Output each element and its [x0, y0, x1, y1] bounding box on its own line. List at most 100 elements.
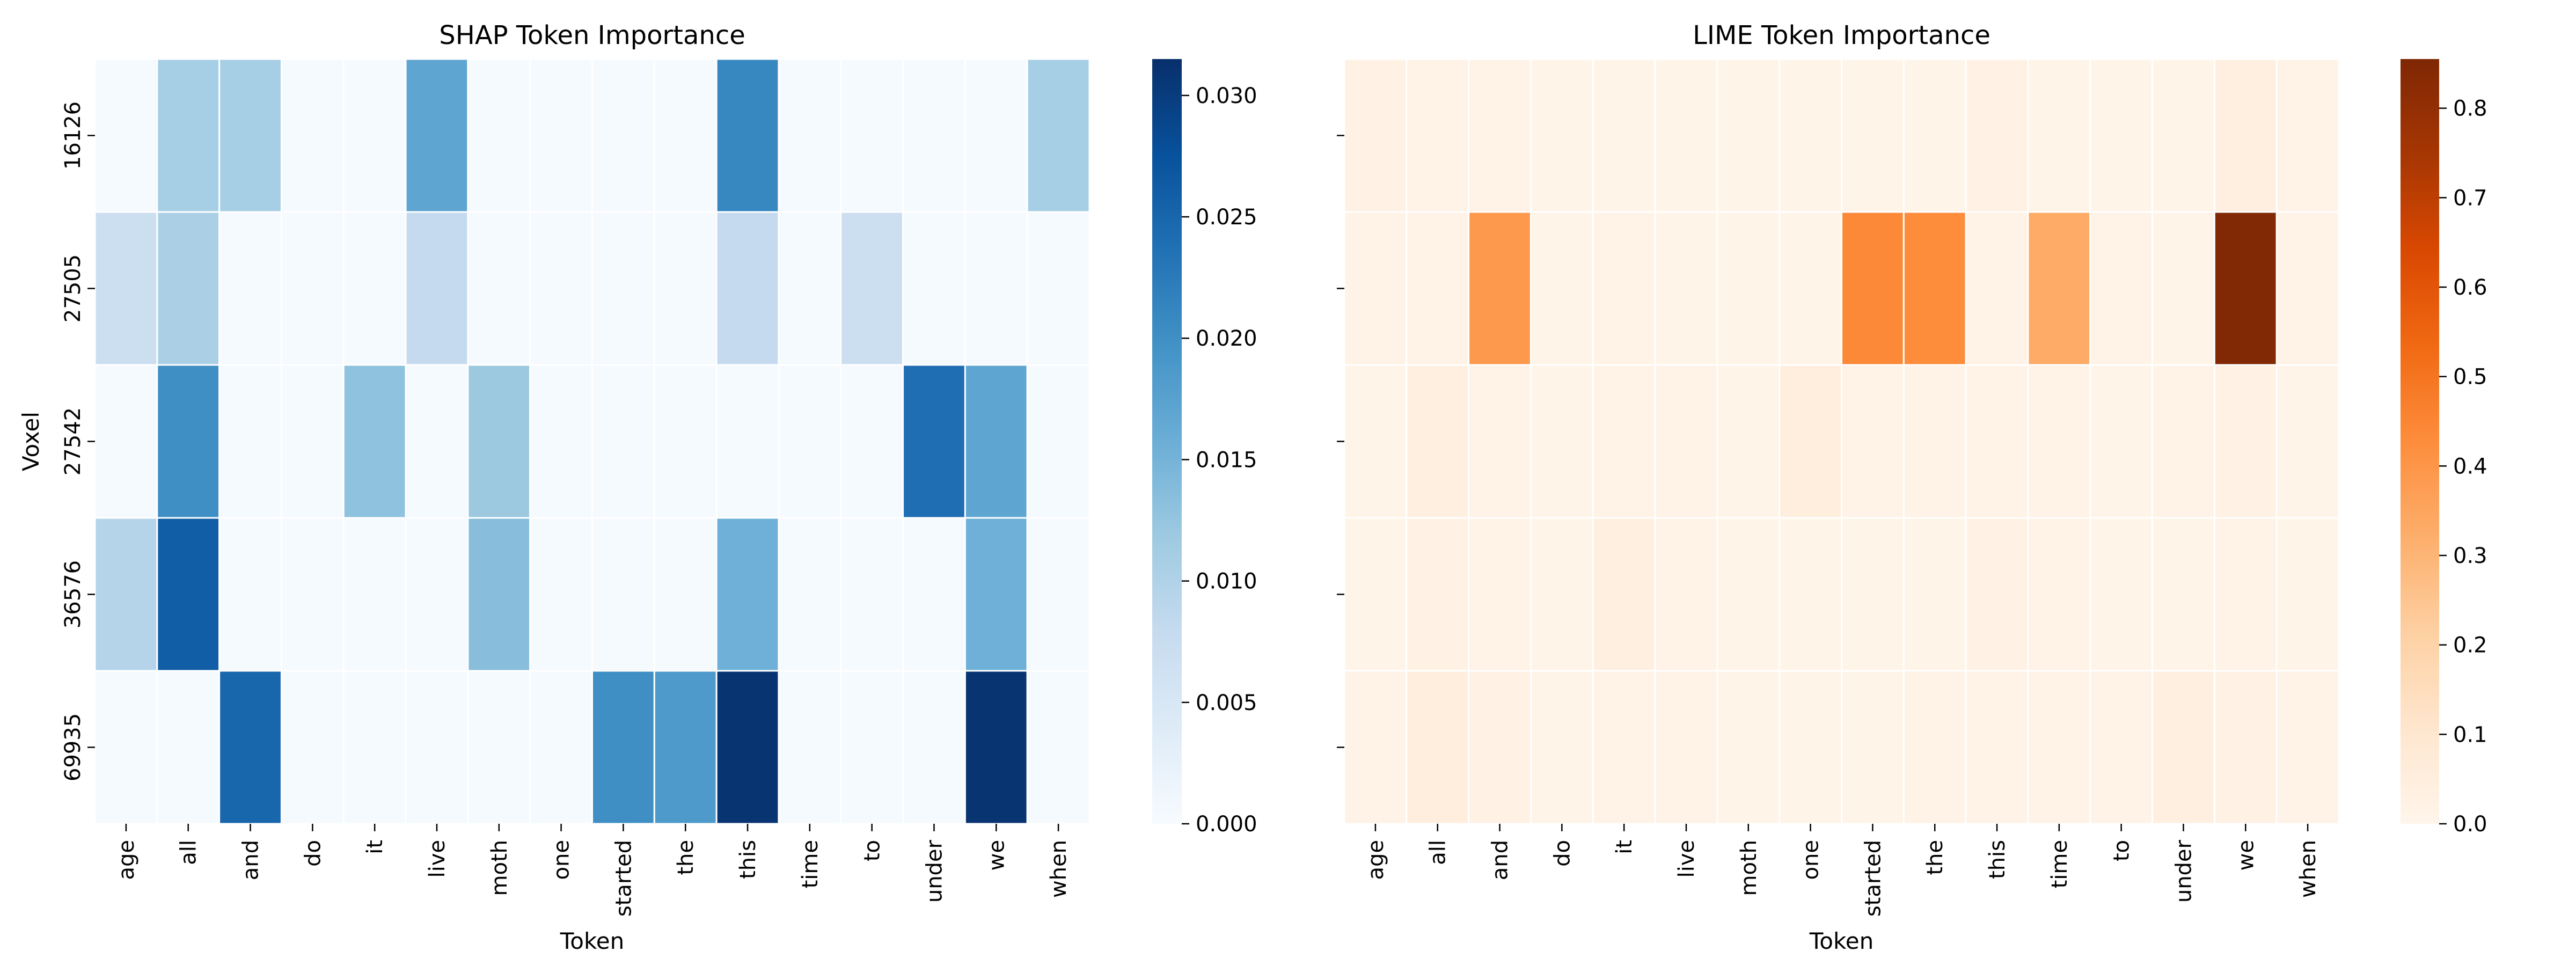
lime-heatmap-cell: 27542 / and: 0.02: [1468, 364, 1532, 519]
shap-heatmap-cell: 27542 / it: 0.013: [342, 364, 407, 519]
shap-heatmap-cell: 27542 / moth: 0.012: [467, 364, 531, 519]
lime-heatmap-cell: 27542 / to: 0.01: [2089, 364, 2154, 519]
shap-colorbar-tick-label: 0.000: [1196, 812, 1257, 837]
lime-x-tick-label: and: [1488, 840, 1513, 880]
lime-heatmap-cell: 69935 / started: 0.01: [1841, 670, 1905, 825]
lime-heatmap-cell: 27542 / when: 0.01: [2275, 364, 2340, 519]
shap-heatmap-cell: 16126 / when: 0.011: [1026, 58, 1091, 213]
lime-heatmap-cell: 36576 / to: 0.01: [2089, 517, 2154, 672]
shap-x-axis-label: Token: [560, 928, 625, 954]
shap-heatmap-cell: 69935 / the: 0.0185: [653, 670, 718, 825]
shap-x-tick-label: live: [425, 840, 450, 878]
lime-heatmap-cell: 16126 / we: 0.04: [2213, 58, 2278, 213]
lime-colorbar-tick-label: 0.4: [2453, 454, 2487, 479]
lime-heatmap-cell: 27542 / under: 0.02: [2151, 364, 2215, 519]
shap-heatmap-cell: 27542 / started: 0.0003: [591, 364, 655, 519]
lime-heatmap-cell: 27505 / moth: 0.01: [1716, 211, 1781, 366]
lime-heatmap-cell: 36576 / all: 0.03: [1406, 517, 1470, 672]
shap-heatmap-cell: 36576 / under: 0.0003: [902, 517, 966, 672]
shap-heatmap-cell: 27505 / the: 0.0003: [653, 211, 718, 366]
shap-x-tick-label: started: [611, 840, 636, 917]
lime-heatmap-cell: 69935 / one: 0.01: [1779, 670, 1842, 825]
lime-x-tick-label: one: [1799, 840, 1824, 880]
lime-x-tick-label: it: [1612, 840, 1637, 854]
shap-heatmap-cell: 36576 / one: 0.0003: [529, 517, 593, 672]
shap-heatmap-cell: 16126 / age: 0.0003: [94, 58, 158, 213]
lime-heatmap-cell: 27542 / it: 0.02: [1592, 364, 1656, 519]
lime-x-tick-label: to: [2110, 840, 2134, 861]
shap-colorbar: [1152, 59, 1182, 824]
lime-heatmap-cell: 27505 / we: 0.85: [2213, 211, 2278, 366]
lime-heatmap-cell: 16126 / age: 0.03: [1343, 58, 1408, 213]
shap-heatmap-cell: 16126 / and: 0.011: [218, 58, 282, 213]
lime-heatmap-cell: 36576 / it: 0.04: [1592, 517, 1656, 672]
lime-heatmap-cell: 36576 / do: 0.01: [1529, 517, 1594, 672]
lime-heatmap-cell: 36576 / one: 0.01: [1779, 517, 1842, 672]
shap-x-tick-label: moth: [487, 840, 512, 896]
shap-heatmap-cell: 27542 / we: 0.017: [964, 364, 1028, 519]
shap-colorbar-tick-label: 0.025: [1196, 205, 1257, 230]
shap-heatmap-cell: 16126 / we: 0.0003: [964, 58, 1028, 213]
lime-heatmap-cell: 69935 / age: 0.02: [1343, 670, 1408, 825]
lime-heatmap-cell: 16126 / moth: 0.01: [1716, 58, 1781, 213]
shap-colorbar-tick-label: 0.030: [1196, 84, 1257, 108]
shap-heatmap-cell: 27505 / all: 0.0105: [156, 211, 221, 366]
shap-heatmap-cell: 27505 / moth: 0.0003: [467, 211, 531, 366]
shap-heatmap-cell: 36576 / age: 0.0095: [94, 517, 158, 672]
lime-heatmap-cell: 27542 / this: 0.02: [1965, 364, 2029, 519]
shap-heatmap-cell: 36576 / all: 0.026: [156, 517, 221, 672]
shap-heatmap-cell: 36576 / moth: 0.0135: [467, 517, 531, 672]
shap-y-tick-label: 27542: [61, 407, 85, 475]
lime-heatmap-cell: 69935 / all: 0.05: [1406, 670, 1470, 825]
lime-heatmap-cell: 27542 / started: 0.02: [1841, 364, 1905, 519]
shap-x-tick-label: do: [301, 840, 325, 867]
shap-heatmap-cell: 27505 / time: 0.0003: [778, 211, 842, 366]
lime-heatmap-cell: 36576 / started: 0.01: [1841, 517, 1905, 672]
lime-colorbar-tick-label: 0.2: [2453, 633, 2487, 658]
shap-heatmap-cell: 27542 / do: 0.0003: [280, 364, 345, 519]
lime-x-tick-label: started: [1861, 840, 1885, 917]
shap-heatmap-cell: 69935 / all: 0.0003: [156, 670, 221, 825]
shap-heatmap-cell: 69935 / to: 0.0003: [840, 670, 904, 825]
lime-heatmap-cell: 16126 / to: 0.01: [2089, 58, 2154, 213]
shap-x-tick-label: it: [363, 840, 387, 854]
shap-y-axis-label: Voxel: [18, 412, 44, 471]
shap-heatmap-cell: 27505 / live: 0.008: [405, 211, 469, 366]
shap-x-tick-label: all: [177, 840, 201, 865]
lime-heatmap-cell: 69935 / do: 0.01: [1529, 670, 1594, 825]
lime-colorbar-tick-label: 0.8: [2453, 97, 2487, 121]
shap-heatmap-cell: 69935 / one: 0.0003: [529, 670, 593, 825]
shap-heatmap-cell: 27542 / when: 0.0003: [1026, 364, 1091, 519]
shap-heatmap-cell: 69935 / time: 0.0003: [778, 670, 842, 825]
lime-colorbar-tick-label: 0.5: [2453, 365, 2487, 390]
shap-heatmap-cell: 36576 / this: 0.0155: [715, 517, 780, 672]
shap-x-tick-label: the: [674, 840, 698, 875]
shap-heatmap-cell: 16126 / this: 0.021: [715, 58, 780, 213]
shap-x-tick-label: time: [798, 840, 823, 888]
shap-heatmap-cell: 27505 / one: 0.0003: [529, 211, 593, 366]
lime-heatmap-cell: 16126 / this: 0.03: [1965, 58, 2029, 213]
lime-heatmap-cell: 36576 / age: 0.01: [1343, 517, 1408, 672]
shap-heatmap-cell: 16126 / under: 0.0003: [902, 58, 966, 213]
lime-heatmap-cell: 27505 / the: 0.43: [1902, 211, 1967, 366]
lime-x-tick-label: live: [1674, 840, 1699, 878]
lime-heatmap-cell: 69935 / live: 0.02: [1654, 670, 1718, 825]
shap-heatmap-cell: 16126 / live: 0.017: [405, 58, 469, 213]
lime-heatmap-cell: 27505 / time: 0.33: [2027, 211, 2091, 366]
lime-colorbar-tick-label: 0.0: [2453, 812, 2487, 837]
shap-heatmap-cell: 69935 / and: 0.025: [218, 670, 282, 825]
lime-x-tick-label: time: [2047, 840, 2072, 888]
shap-heatmap-cell: 69935 / started: 0.02: [591, 670, 655, 825]
shap-colorbar-tick-label: 0.015: [1196, 448, 1257, 472]
lime-x-tick-label: age: [1364, 840, 1388, 880]
lime-x-tick-label: this: [1985, 840, 2010, 879]
lime-heatmap-cell: 27505 / this: 0.02: [1965, 211, 2029, 366]
lime-heatmap-cell: 69935 / this: 0.02: [1965, 670, 2029, 825]
shap-heatmap-cell: 69935 / age: 0.0003: [94, 670, 158, 825]
lime-heatmap-cell: 16126 / one: 0.01: [1779, 58, 1842, 213]
shap-heatmap-cell: 69935 / moth: 0.0003: [467, 670, 531, 825]
lime-x-tick-label: we: [2234, 840, 2258, 870]
shap-x-tick-label: and: [239, 840, 264, 880]
lime-x-tick-label: all: [1426, 840, 1451, 865]
